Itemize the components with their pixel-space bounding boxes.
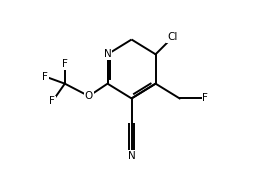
Text: F: F [202, 93, 208, 103]
Text: Cl: Cl [167, 32, 178, 42]
Text: N: N [104, 49, 111, 59]
Text: F: F [42, 72, 48, 82]
Text: F: F [62, 59, 68, 69]
Text: O: O [85, 91, 93, 101]
Text: N: N [128, 151, 135, 161]
Text: F: F [49, 96, 55, 106]
